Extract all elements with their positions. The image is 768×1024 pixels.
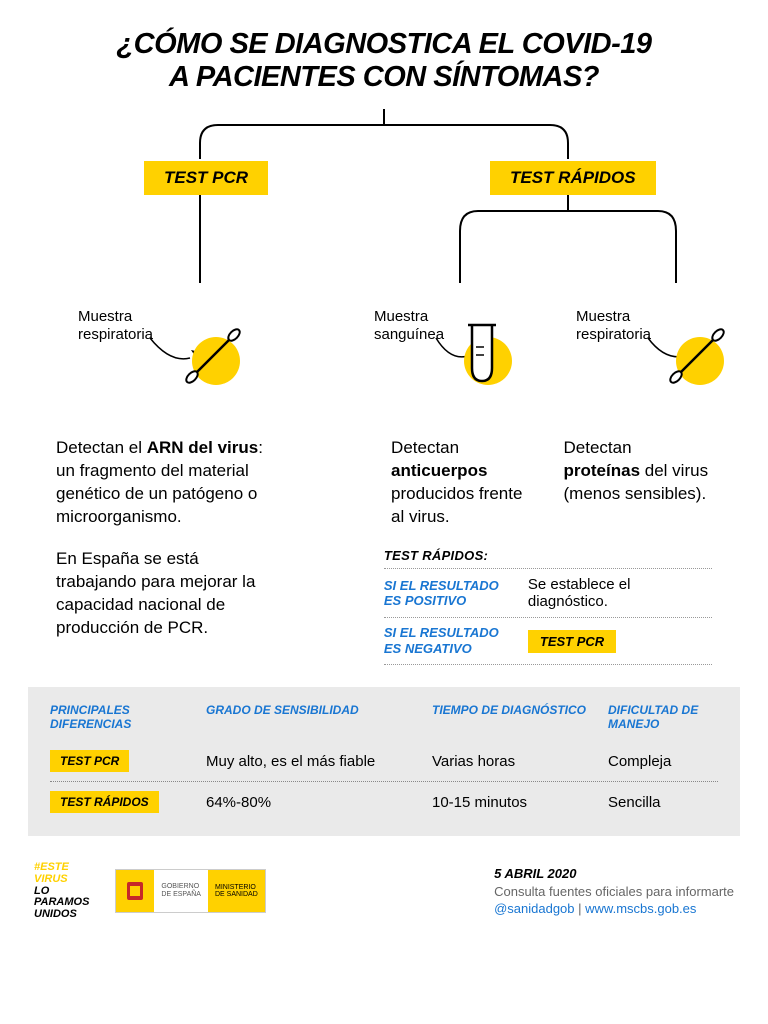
row-badge-rapidos: TEST RÁPIDOS (50, 791, 159, 813)
sample-label-respiratoria-2: Muestra respiratoria (576, 308, 651, 344)
hashtag-l4: PARAMOS (34, 896, 89, 908)
rapid-neg-label: SI EL RESULTADO ES NEGATIVO (384, 625, 514, 656)
desc-prot-pre: Detectan (564, 438, 632, 457)
footer-handle: @sanidadgob (494, 901, 574, 916)
title-line-1: ¿CÓMO SE DIAGNOSTICA EL COVID-19 (116, 28, 651, 60)
hashtag-slogan: #ESTE VIRUS LO PARAMOS UNIDOS (34, 862, 89, 920)
secondary-row: En España se está trabajando para mejora… (0, 528, 768, 664)
desc-anticuerpos: Detectan anticuerpos producidos frente a… (391, 437, 539, 529)
government-badge: GOBIERNO DE ESPAÑA MINISTERIO DE SANIDAD (115, 869, 265, 913)
page-title: ¿CÓMO SE DIAGNOSTICA EL COVID-19 A PACIE… (0, 0, 768, 103)
desc-anti-bold: anticuerpos (391, 461, 487, 480)
comparison-table: PRINCIPALES DIFERENCIAS GRADO DE SENSIBI… (28, 687, 740, 837)
swab-icon (178, 313, 258, 393)
hashtag-l3: LO (34, 885, 49, 897)
td-pcr-time: Varias horas (432, 753, 602, 770)
ministry-text: MINISTERIO DE SANIDAD (208, 870, 265, 912)
desc-proteinas: Detectan proteínas del virus (menos sens… (564, 437, 712, 529)
rapid-pos-label: SI EL RESULTADO ES POSITIVO (384, 578, 514, 609)
table-row: TEST PCR Muy alto, es el más fiable Vari… (50, 741, 718, 781)
desc-anti-pre: Detectan (391, 438, 459, 457)
rapid-positive-row: SI EL RESULTADO ES POSITIVO Se establece… (384, 568, 712, 617)
desc-prot-bold: proteínas (564, 461, 641, 480)
table-header: PRINCIPALES DIFERENCIAS GRADO DE SENSIBI… (50, 703, 718, 732)
title-line-2: A PACIENTES CON SÍNTOMAS? (169, 61, 599, 93)
rapid-results: TEST RÁPIDOS: SI EL RESULTADO ES POSITIV… (384, 548, 712, 664)
td-pcr-sens: Muy alto, es el más fiable (206, 753, 426, 770)
td-rap-diff: Sencilla (608, 794, 748, 811)
connector-lines (0, 103, 768, 433)
th-tiempo: TIEMPO DE DIAGNÓSTICO (432, 703, 602, 732)
hashtag-l5: UNIDOS (34, 908, 77, 920)
hashtag-l2: VIRUS (34, 873, 68, 885)
min-l1: MINISTERIO (215, 884, 258, 891)
min-l2: DE SANIDAD (215, 891, 258, 898)
footer-sep: | (575, 901, 586, 916)
gov-text: GOBIERNO DE ESPAÑA (154, 870, 208, 912)
tube-icon (450, 313, 520, 393)
sample-label-sanguinea: Muestra sanguínea (374, 308, 444, 344)
desc-pcr: Detectan el ARN del virus: un fragmento … (56, 437, 284, 529)
swab-icon-2 (662, 313, 742, 393)
th-dificultad: DIFICULTAD DE MANEJO (608, 703, 748, 732)
row-badge-pcr: TEST PCR (50, 750, 129, 772)
footer-info-text: Consulta fuentes oficiales para informar… (494, 884, 734, 899)
spain-seal-icon (116, 870, 154, 912)
rapid-header: TEST RÁPIDOS: (384, 548, 712, 568)
td-pcr-diff: Compleja (608, 753, 748, 770)
th-diferencias: PRINCIPALES DIFERENCIAS (50, 703, 200, 732)
hashtag-l1: #ESTE (34, 861, 69, 873)
diagram-tree: TEST PCR TEST RÁPIDOS Muestra respirator… (0, 103, 768, 433)
gov-l1: GOBIERNO (161, 883, 201, 891)
rapid-negative-row: SI EL RESULTADO ES NEGATIVO TEST PCR (384, 617, 712, 664)
sample-label-pcr: Muestra respiratoria (78, 308, 153, 344)
desc-pcr-bold: ARN del virus (147, 438, 258, 457)
rapid-neg-badge: TEST PCR (528, 630, 616, 653)
badge-test-pcr: TEST PCR (144, 161, 268, 195)
footer-url: www.mscbs.gob.es (585, 901, 696, 916)
desc-anti-post: producidos frente al virus. (391, 484, 522, 526)
gov-l2: DE ESPAÑA (161, 891, 201, 899)
footer: #ESTE VIRUS LO PARAMOS UNIDOS GOBIERNO D… (0, 836, 768, 920)
description-row: Detectan el ARN del virus: un fragmento … (0, 433, 768, 529)
td-rap-time: 10-15 minutos (432, 794, 602, 811)
table-row: TEST RÁPIDOS 64%-80% 10-15 minutos Senci… (50, 781, 718, 822)
th-sensibilidad: GRADO DE SENSIBILIDAD (206, 703, 426, 732)
footer-info: 5 ABRIL 2020 Consulta fuentes oficiales … (494, 865, 734, 918)
td-rap-sens: 64%-80% (206, 794, 426, 811)
rapid-pos-result: Se establece el diagnóstico. (528, 576, 678, 610)
desc-pcr-pre: Detectan el (56, 438, 147, 457)
footer-date: 5 ABRIL 2020 (494, 866, 576, 881)
badge-test-rapidos: TEST RÁPIDOS (490, 161, 656, 195)
spain-note: En España se está trabajando para mejora… (56, 548, 278, 664)
